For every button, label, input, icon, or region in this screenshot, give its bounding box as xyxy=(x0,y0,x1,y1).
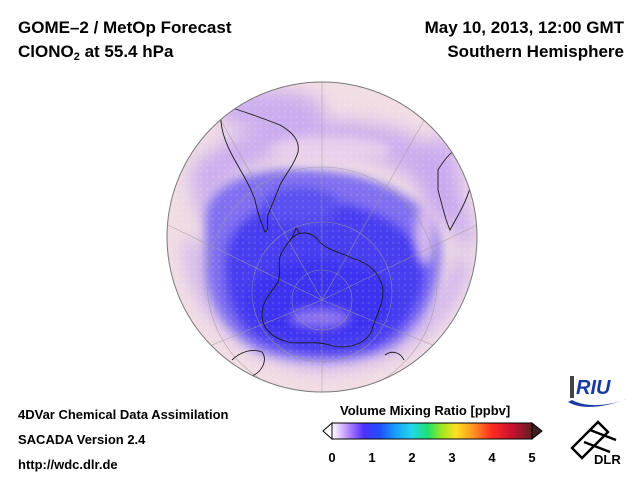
website-link[interactable]: http://wdc.dlr.de xyxy=(18,457,118,472)
hemisphere-label: Southern Hemisphere xyxy=(447,42,624,61)
colorbar-tick-1: 1 xyxy=(368,450,376,465)
colorbar xyxy=(322,421,543,441)
australia-coastline xyxy=(231,349,265,377)
colorbar-gradient xyxy=(331,422,533,440)
product-title: GOME–2 / MetOp Forecast xyxy=(18,18,232,37)
antarctic-peninsula xyxy=(291,227,301,239)
dlr-logo-mark xyxy=(570,420,617,460)
title-block: GOME–2 / MetOp Forecast ClONO2 at 55.4 h… xyxy=(18,16,232,69)
method-label: 4DVar Chemical Data Assimilation xyxy=(18,407,229,422)
riu-logo: RIU xyxy=(568,376,628,407)
antarctica-coastline xyxy=(261,232,384,348)
colorbar-tick-0: 0 xyxy=(328,450,336,465)
colorbar-underflow-arrow xyxy=(322,421,333,441)
south-america-coastline xyxy=(220,104,299,233)
globe-outline xyxy=(166,81,478,393)
colorbar-tick-5: 5 xyxy=(528,450,536,465)
info-block: 4DVar Chemical Data Assimilation SACADA … xyxy=(18,402,229,477)
species-label: ClONO2 at 55.4 hPa xyxy=(18,42,174,63)
riu-logo-tower xyxy=(570,376,574,398)
dlr-logo: DLR xyxy=(570,420,621,467)
colorbar-overflow-arrow xyxy=(531,421,543,441)
version-label: SACADA Version 2.4 xyxy=(18,432,146,447)
graticule xyxy=(167,82,477,392)
colorbar-tick-3: 3 xyxy=(448,450,456,465)
dlr-logo-text: DLR xyxy=(594,452,621,467)
date-region-block: May 10, 2013, 12:00 GMT Southern Hemisph… xyxy=(425,16,624,64)
colorbar-tick-2: 2 xyxy=(408,450,416,465)
forecast-datetime: May 10, 2013, 12:00 GMT xyxy=(424,18,624,37)
colorbar-tick-4: 4 xyxy=(488,450,496,465)
riu-logo-wave xyxy=(568,398,628,407)
riu-logo-text: RIU xyxy=(576,377,611,399)
colorbar-title: Volume Mixing Ratio [ppbv] xyxy=(340,403,511,418)
